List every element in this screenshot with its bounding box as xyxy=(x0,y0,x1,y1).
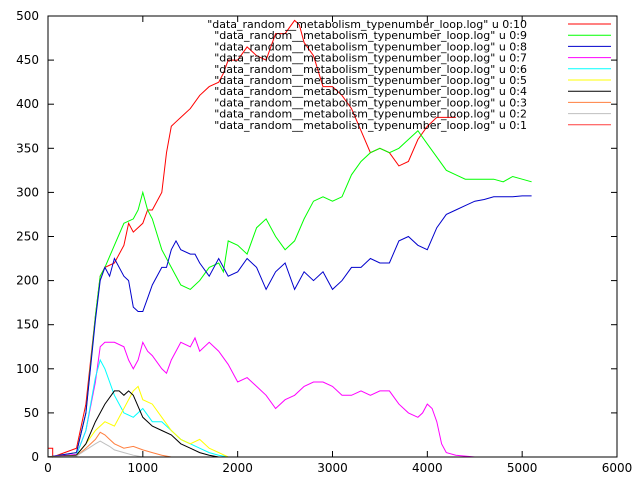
y-tick-label: 500 xyxy=(16,9,39,23)
series-line-2 xyxy=(47,195,532,458)
series-line-4 xyxy=(47,358,229,458)
y-tick-label: 50 xyxy=(24,406,39,420)
legend-label: "data_random__metabolism_typenumber_loop… xyxy=(214,96,527,109)
legend-label: "data_random__metabolism_typenumber_loop… xyxy=(214,40,527,53)
series-line-6 xyxy=(47,390,219,458)
y-tick-label: 300 xyxy=(16,185,39,199)
legend-label: "data_random__metabolism_typenumber_loop… xyxy=(207,18,527,31)
legend-label: "data_random__metabolism_typenumber_loop… xyxy=(214,108,527,121)
y-tick-label: 0 xyxy=(31,450,39,464)
legend-label: "data_random__metabolism_typenumber_loop… xyxy=(214,29,527,42)
x-tick-label: 4000 xyxy=(412,461,443,475)
legend-label: "data_random__metabolism_typenumber_loop… xyxy=(214,52,527,65)
x-tick-label: 3000 xyxy=(317,461,348,475)
legend: "data_random__metabolism_typenumber_loop… xyxy=(207,18,611,132)
x-tick-label: 2000 xyxy=(222,461,253,475)
x-tick-label: 6000 xyxy=(602,461,633,475)
y-tick-label: 450 xyxy=(16,53,39,67)
x-tick-label: 5000 xyxy=(507,461,538,475)
legend-label: "data_random__metabolism_typenumber_loop… xyxy=(214,63,527,76)
y-tick-label: 350 xyxy=(16,141,39,155)
legend-label: "data_random__metabolism_typenumber_loop… xyxy=(214,74,527,87)
series-line-7 xyxy=(47,431,172,458)
legend-label: "data_random__metabolism_typenumber_loop… xyxy=(214,119,527,132)
series-line-5 xyxy=(47,385,229,458)
x-tick-label: 1000 xyxy=(128,461,159,475)
x-tick-label: 0 xyxy=(44,461,52,475)
y-tick-label: 200 xyxy=(16,274,39,288)
y-tick-label: 150 xyxy=(16,318,39,332)
x-axis: 0 1000 2000 3000 4000 5000 6000 xyxy=(44,16,632,475)
series-line-8 xyxy=(47,440,143,458)
legend-label: "data_random__metabolism_typenumber_loop… xyxy=(214,85,527,98)
series-line-1 xyxy=(47,129,532,458)
y-tick-label: 400 xyxy=(16,97,39,111)
series-line-3 xyxy=(47,336,504,458)
y-axis: 0 50 100 150 200 250 300 350 400 450 500 xyxy=(16,9,617,464)
y-tick-label: 100 xyxy=(16,362,39,376)
y-tick-label: 250 xyxy=(16,230,39,244)
